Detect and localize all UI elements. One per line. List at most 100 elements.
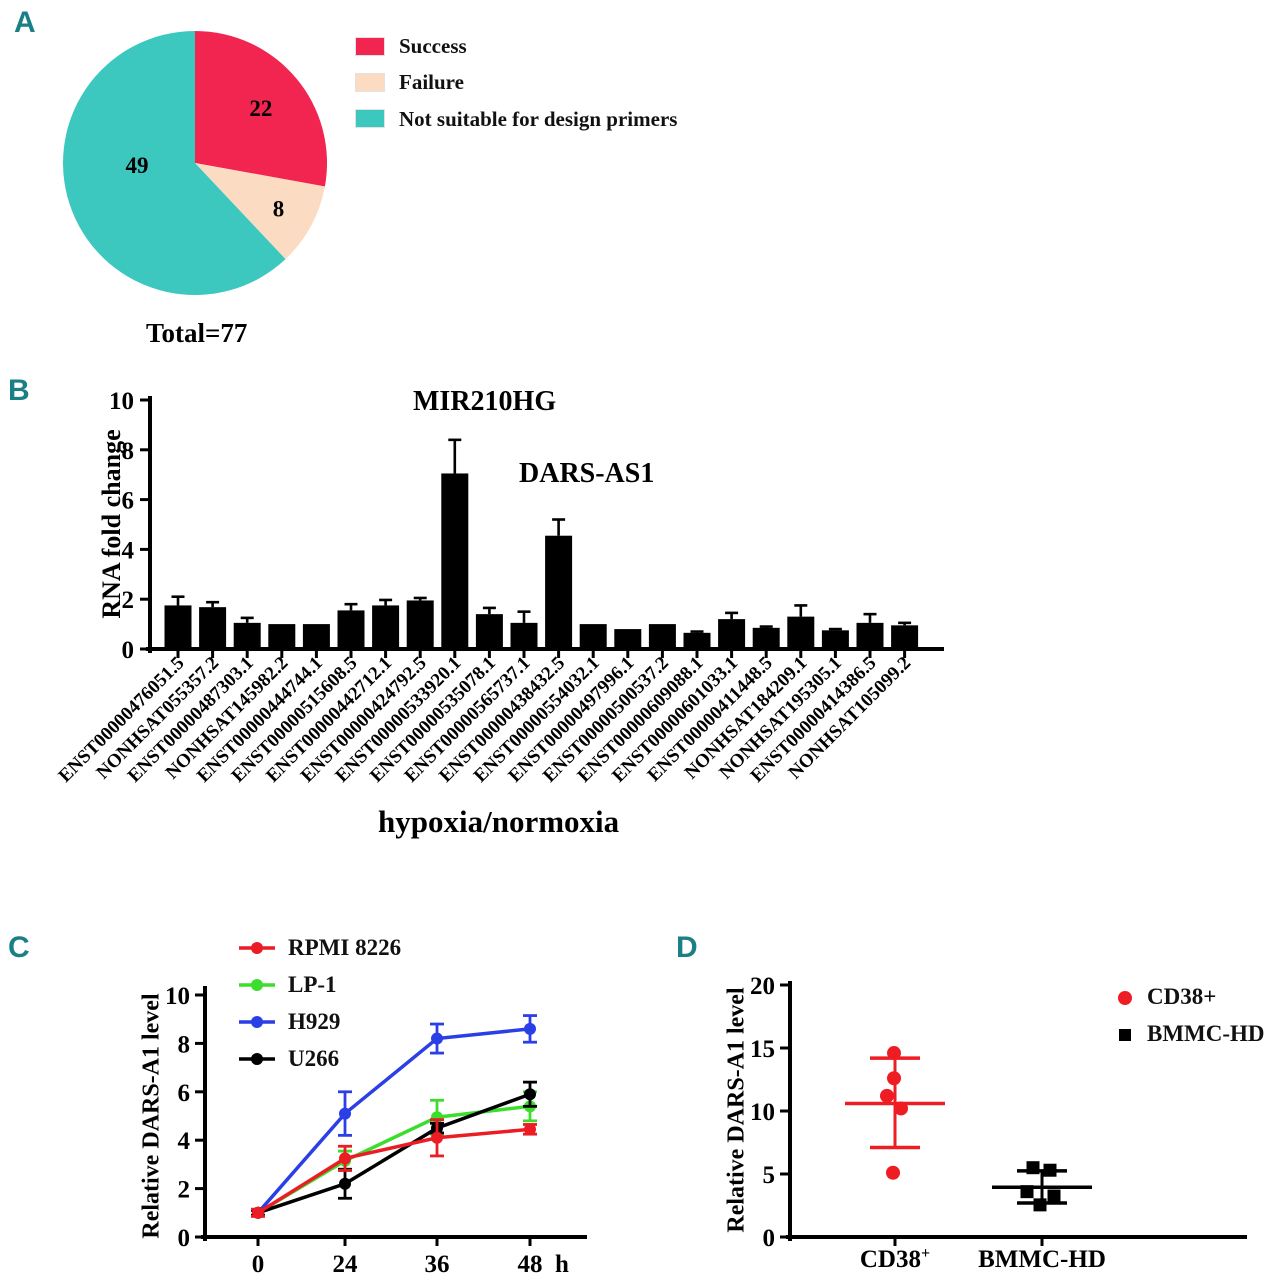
y-tick-label: 0 [763, 1225, 776, 1252]
pie-legend: Success Failure Not suitable for design pr… [355, 33, 677, 142]
y-tick-label: 2 [122, 587, 135, 614]
pie-slice-2 [63, 31, 286, 295]
y-tick-label: 15 [750, 1036, 775, 1063]
legend-marker [239, 1016, 275, 1028]
legend-marker [1119, 1028, 1131, 1041]
legend-item-label: U266 [288, 1045, 340, 1071]
legend-swatch [355, 109, 385, 129]
y-tick-label: 10 [750, 1099, 775, 1126]
line-chart-legend: RPMI 8226 LP-1 H929 U266 [238, 934, 402, 1084]
x-tick-label: 0 [252, 1251, 265, 1278]
y-tick-label: 6 [178, 1080, 191, 1107]
pie-legend-item: Failure [355, 69, 677, 95]
pie-slice-value: 22 [249, 96, 272, 121]
pie-slice-value: 49 [125, 153, 148, 178]
data-point [252, 1206, 264, 1219]
pie-legend-item: Not suitable for design primers [355, 106, 677, 132]
legend-item-label: LP-1 [288, 971, 337, 997]
pie-total-label: Total=77 [146, 318, 248, 348]
bar-13 [614, 629, 642, 649]
data-point [524, 1022, 536, 1035]
pie-chart: 22 8 49 [63, 31, 328, 295]
bar-14 [648, 624, 676, 649]
scatter-chart: 0 5 10 15 20 CD38+ BMMC-HD [750, 973, 1247, 1273]
legend-item-label: CD38+ [1147, 984, 1217, 1010]
x-axis-unit-label: h [555, 1251, 569, 1278]
scatter-legend-item: BMMC-HD [1116, 1021, 1265, 1047]
bar-20 [856, 622, 884, 649]
bar-10 [510, 622, 538, 649]
bar-7 [406, 600, 434, 649]
pie-slice-0 [195, 31, 328, 187]
data-point [431, 1032, 443, 1045]
bar-21 [891, 625, 919, 649]
legend-item-label: Not suitable for design primers [399, 106, 678, 131]
y-tick-label: 5 [763, 1162, 776, 1189]
data-point [524, 1123, 536, 1136]
bar-4 [302, 624, 330, 649]
pie-slice-1 [195, 163, 325, 260]
bar-16 [718, 619, 746, 649]
legend-swatch [355, 36, 385, 56]
data-point [524, 1088, 536, 1101]
scatter-legend: CD38+ BMMC-HD [1116, 984, 1265, 1060]
bar-1 [199, 607, 227, 649]
legend-marker [239, 942, 275, 954]
bar-6 [372, 605, 400, 649]
legend-item-label: H929 [288, 1008, 341, 1034]
line-legend-item: H929 [238, 1008, 401, 1034]
y-tick-label: 4 [122, 537, 135, 564]
bar-annotation-mir210hg: MIR210HG [413, 386, 557, 417]
line-legend-item: LP-1 [238, 971, 401, 997]
bar-5 [337, 610, 365, 649]
bar-annotation-dars-as1: DARS-AS1 [519, 458, 655, 489]
y-tick-label: 10 [165, 983, 190, 1010]
legend-item-label: RPMI 8226 [288, 934, 402, 960]
legend-marker [1118, 990, 1132, 1005]
y-tick-label: 0 [122, 637, 135, 664]
data-point [339, 1152, 351, 1165]
y-tick-label: 20 [750, 973, 775, 1000]
line-series-LP-1 [257, 1104, 531, 1215]
data-point [339, 1107, 351, 1120]
legend-swatch [355, 72, 385, 92]
legend-marker [239, 979, 275, 991]
bar-19 [821, 630, 849, 649]
legend-item-label: Success [399, 34, 467, 58]
x-tick-label: 48 [518, 1251, 543, 1278]
x-tick-label: 24 [333, 1251, 359, 1278]
bar-15 [683, 632, 711, 649]
bar-0 [164, 605, 192, 649]
y-tick-label: 8 [178, 1031, 191, 1058]
pie-legend-item: Success [355, 33, 677, 59]
legend-item-label: BMMC-HD [1147, 1021, 1265, 1047]
line-legend-item: RPMI 8226 [238, 934, 402, 960]
scatter-point [1033, 1198, 1047, 1212]
panel-b-letter: B [8, 374, 30, 407]
line-legend-item: U266 [238, 1045, 401, 1071]
scatter-point [1047, 1189, 1061, 1203]
bar-17 [752, 627, 780, 649]
bar-8 [441, 473, 469, 649]
bar-3 [268, 624, 296, 649]
scatter-point [880, 1088, 894, 1103]
bar-12 [579, 624, 607, 649]
line-series-H929 [256, 1027, 531, 1214]
legend-item-label: Failure [399, 70, 464, 95]
line-series-U266 [257, 1092, 531, 1215]
pie-slice-value: 8 [273, 196, 285, 221]
y-tick-label: 0 [178, 1225, 191, 1252]
panel-c-letter: C [8, 931, 30, 964]
y-tick-label: 2 [178, 1177, 191, 1204]
x-tick-label: 36 [425, 1251, 450, 1278]
bar-9 [475, 614, 503, 649]
scatter-legend-item: CD38+ [1116, 984, 1265, 1010]
y-tick-label: 6 [122, 488, 135, 515]
data-point [339, 1177, 351, 1190]
y-tick-label: 10 [109, 388, 134, 415]
bar-2 [233, 622, 261, 649]
scatter-point [886, 1165, 900, 1180]
y-tick-label: 4 [178, 1128, 191, 1155]
